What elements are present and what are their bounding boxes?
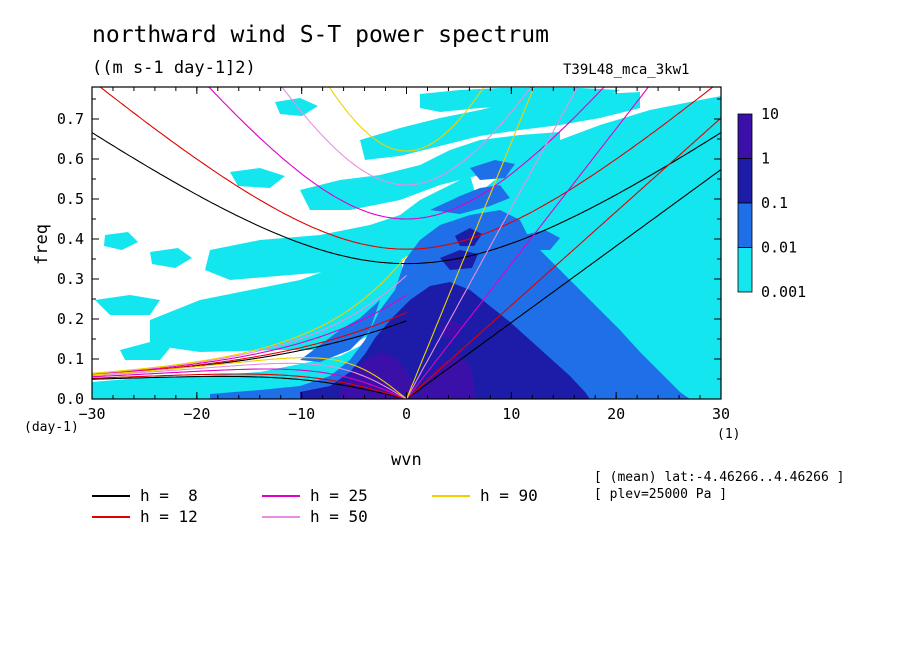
- y-tick-label: 0.0: [57, 390, 84, 408]
- colorbar-swatch: [737, 202, 753, 248]
- legend-label: h = 8: [140, 486, 198, 505]
- legend-label: h = 25: [310, 486, 368, 505]
- colorbar-swatch: [737, 247, 753, 293]
- run-id: T39L48_mca_3kw1: [563, 62, 690, 78]
- colorbar-label: 0.001: [761, 283, 806, 301]
- axes: −30 −20 −10 0 10 20 30 0.0 0.1 0.2 0.3 0.4 0.5 0.6 0.7: [57, 87, 730, 423]
- dispersion-curve: [406, 169, 721, 399]
- dispersion-curve: [92, 357, 407, 399]
- y-tick-label: 0.2: [57, 310, 84, 328]
- y-tick-label: 0.3: [57, 270, 84, 288]
- y-axis-title: freq: [32, 224, 52, 265]
- x-axis-unit: (1): [717, 427, 740, 442]
- dispersion-curve: [208, 87, 605, 220]
- dispersion-curve: [92, 375, 407, 399]
- dispersion-curve: [92, 312, 407, 376]
- colorbar-label: 0.01: [761, 239, 797, 257]
- x-tick-label: 0: [402, 405, 411, 423]
- colorbar: 10 1 0.1 0.01 0.001: [737, 105, 806, 301]
- dispersion-curve: [92, 362, 407, 399]
- x-tick-label: 20: [607, 405, 625, 423]
- legend-label: h = 90: [480, 486, 538, 505]
- y-tick-label: 0.6: [57, 150, 84, 168]
- dispersion-curve: [406, 117, 721, 399]
- dispersion-curve: [406, 87, 650, 399]
- legend-label: h = 50: [310, 507, 368, 526]
- colorbar-label: 1: [761, 150, 770, 168]
- colorbar-label: 10: [761, 105, 779, 123]
- x-tick-label: −10: [288, 405, 315, 423]
- y-tick-label: 0.1: [57, 350, 84, 368]
- y-tick-label: 0.4: [57, 230, 84, 248]
- dispersion-curve: [328, 87, 485, 152]
- legend-swatch: [432, 494, 470, 497]
- x-tick-label: 10: [502, 405, 520, 423]
- legend-swatch: [92, 515, 130, 518]
- legend-item-h50: h = 50: [262, 507, 368, 526]
- x-tick-label: 30: [712, 405, 730, 423]
- y-tick-label: 0.5: [57, 190, 84, 208]
- spectrum-shading: [92, 88, 721, 399]
- legend-item-h8: h = 8: [92, 486, 198, 505]
- legend-swatch: [262, 494, 300, 497]
- legend-item-h12: h = 12: [92, 507, 198, 526]
- legend-item-h25: h = 25: [262, 486, 368, 505]
- meta-latitude: [ (mean) lat:-4.46266..4.46266 ]: [594, 470, 845, 485]
- legend-swatch: [262, 515, 300, 518]
- dispersion-curve: [92, 373, 407, 399]
- colorbar-swatch: [737, 158, 753, 204]
- x-axis-title: wvn: [391, 450, 422, 470]
- dispersion-curve: [281, 87, 532, 186]
- x-tick-label: −30: [78, 405, 105, 423]
- meta-plev: [ plev=25000 Pa ]: [594, 487, 728, 502]
- legend-swatch: [92, 494, 130, 497]
- dispersion-curve: [92, 132, 721, 265]
- y-axis-unit: (day-1): [24, 420, 79, 435]
- x-tick-label: −20: [183, 405, 210, 423]
- dispersion-curves: [92, 87, 721, 399]
- dispersion-curve: [99, 87, 714, 250]
- legend-label: h = 12: [140, 507, 198, 526]
- chart-units: ((m s-1 day-1]2): [92, 58, 256, 78]
- dispersion-curve: [406, 87, 579, 399]
- dispersion-curve: [92, 368, 407, 399]
- dispersion-curve: [405, 87, 535, 399]
- y-tick-label: 0.7: [57, 110, 84, 128]
- legend-item-h90: h = 90: [432, 486, 538, 505]
- dispersion-curve: [92, 255, 407, 374]
- colorbar-swatch: [737, 113, 753, 159]
- dispersion-curve: [92, 294, 407, 375]
- colorbar-label: 0.1: [761, 194, 788, 212]
- chart-title: northward wind S-T power spectrum: [92, 22, 549, 48]
